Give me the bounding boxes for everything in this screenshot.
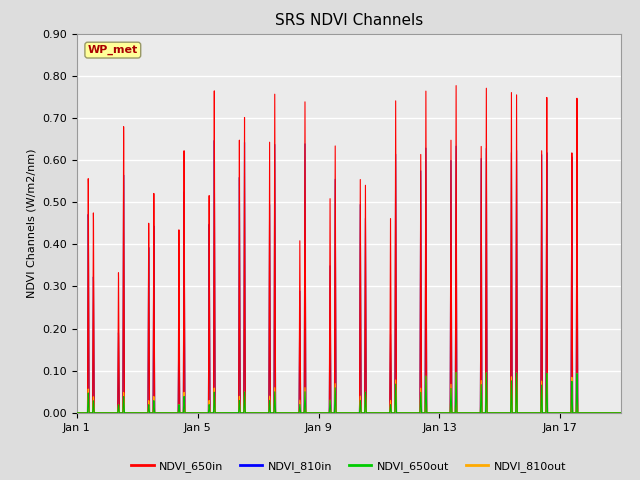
Y-axis label: NDVI Channels (W/m2/nm): NDVI Channels (W/m2/nm) — [27, 148, 36, 298]
Text: WP_met: WP_met — [88, 45, 138, 55]
Title: SRS NDVI Channels: SRS NDVI Channels — [275, 13, 423, 28]
Legend: NDVI_650in, NDVI_810in, NDVI_650out, NDVI_810out: NDVI_650in, NDVI_810in, NDVI_650out, NDV… — [127, 456, 571, 476]
